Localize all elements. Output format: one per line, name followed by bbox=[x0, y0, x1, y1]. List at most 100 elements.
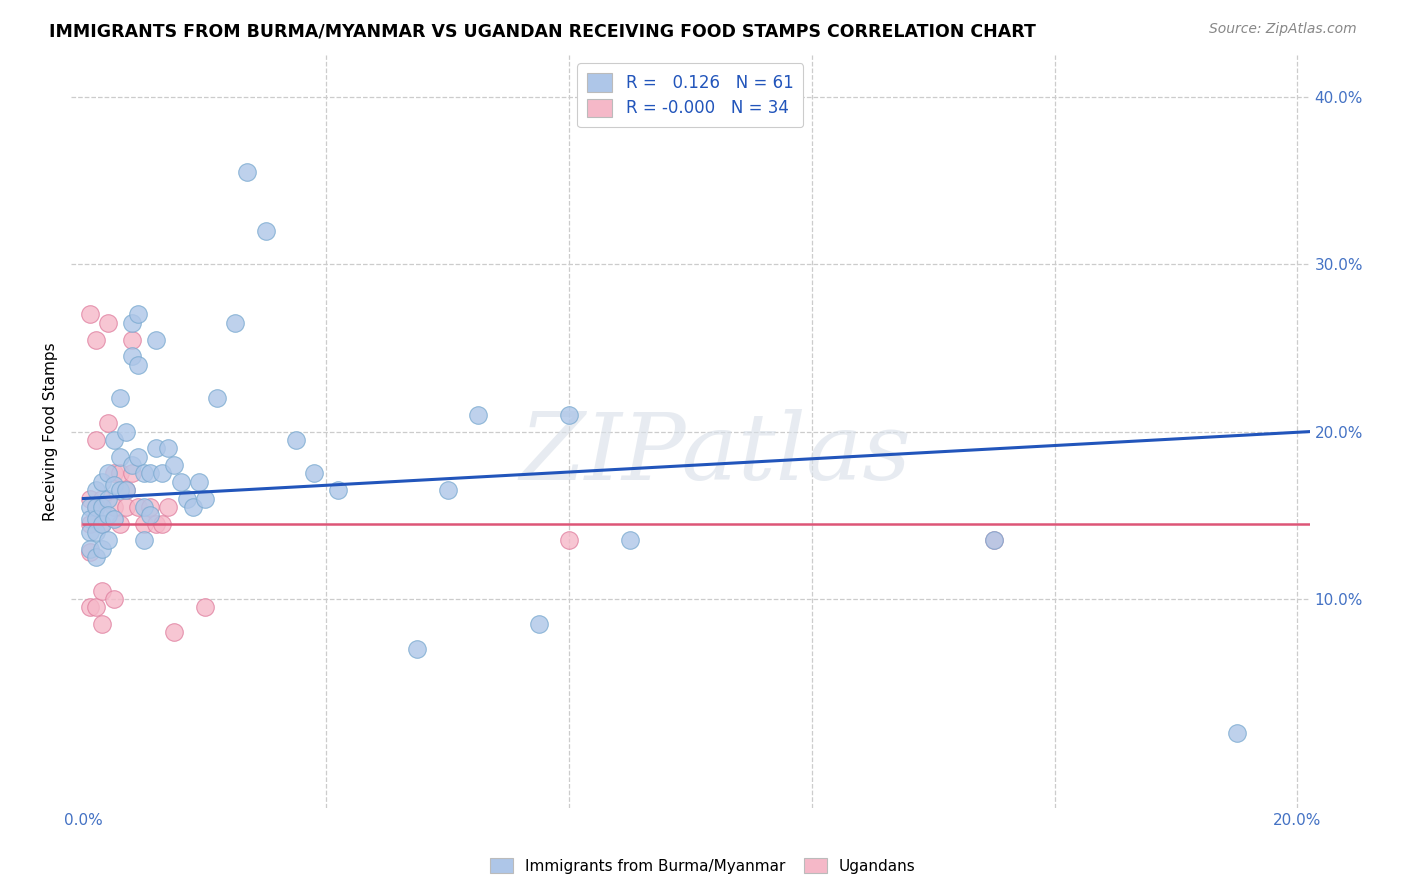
Point bbox=[139, 508, 162, 523]
Point bbox=[121, 467, 143, 481]
Point bbox=[139, 500, 162, 514]
Point bbox=[90, 617, 112, 632]
Point bbox=[134, 467, 156, 481]
Point bbox=[467, 408, 489, 422]
Point bbox=[90, 516, 112, 531]
Point bbox=[103, 478, 125, 492]
Point bbox=[108, 516, 131, 531]
Legend: R =   0.126   N = 61, R = -0.000   N = 34: R = 0.126 N = 61, R = -0.000 N = 34 bbox=[578, 63, 803, 128]
Point bbox=[145, 516, 167, 531]
Point bbox=[115, 483, 138, 498]
Point bbox=[103, 591, 125, 606]
Point bbox=[97, 416, 120, 430]
Point bbox=[90, 516, 112, 531]
Point bbox=[90, 583, 112, 598]
Point bbox=[84, 524, 107, 539]
Point bbox=[115, 425, 138, 439]
Point bbox=[97, 508, 120, 523]
Point bbox=[302, 467, 325, 481]
Point bbox=[79, 308, 101, 322]
Point bbox=[108, 391, 131, 405]
Point bbox=[79, 500, 101, 514]
Point bbox=[79, 541, 101, 556]
Text: Source: ZipAtlas.com: Source: ZipAtlas.com bbox=[1209, 22, 1357, 37]
Point bbox=[163, 458, 186, 472]
Point bbox=[121, 333, 143, 347]
Point bbox=[97, 316, 120, 330]
Point bbox=[79, 524, 101, 539]
Point bbox=[90, 541, 112, 556]
Point bbox=[79, 511, 101, 525]
Point bbox=[115, 483, 138, 498]
Point bbox=[84, 511, 107, 525]
Point bbox=[84, 483, 107, 498]
Point bbox=[127, 500, 149, 514]
Point bbox=[108, 483, 131, 498]
Point bbox=[558, 408, 581, 422]
Point bbox=[134, 500, 156, 514]
Point bbox=[406, 642, 429, 657]
Point bbox=[139, 467, 162, 481]
Point bbox=[127, 358, 149, 372]
Point bbox=[103, 511, 125, 525]
Point bbox=[1226, 726, 1249, 740]
Point bbox=[103, 467, 125, 481]
Point bbox=[134, 533, 156, 548]
Point bbox=[150, 467, 173, 481]
Point bbox=[79, 545, 101, 559]
Point bbox=[121, 316, 143, 330]
Point bbox=[236, 165, 259, 179]
Point bbox=[103, 433, 125, 447]
Point bbox=[181, 500, 204, 514]
Text: ZIPatlas: ZIPatlas bbox=[519, 409, 911, 500]
Point bbox=[84, 500, 107, 514]
Point bbox=[194, 491, 217, 506]
Point bbox=[145, 442, 167, 456]
Point bbox=[187, 475, 209, 489]
Point bbox=[79, 600, 101, 615]
Point bbox=[145, 333, 167, 347]
Point bbox=[97, 533, 120, 548]
Point bbox=[103, 500, 125, 514]
Point bbox=[284, 433, 307, 447]
Point bbox=[619, 533, 641, 548]
Point bbox=[150, 516, 173, 531]
Point bbox=[90, 475, 112, 489]
Point bbox=[163, 625, 186, 640]
Point bbox=[79, 516, 101, 531]
Point bbox=[194, 600, 217, 615]
Point bbox=[97, 467, 120, 481]
Point bbox=[157, 442, 180, 456]
Point bbox=[983, 533, 1005, 548]
Point bbox=[90, 491, 112, 506]
Point bbox=[127, 450, 149, 464]
Point bbox=[157, 500, 180, 514]
Point bbox=[115, 500, 138, 514]
Point bbox=[84, 500, 107, 514]
Point bbox=[79, 491, 101, 506]
Point bbox=[121, 458, 143, 472]
Point bbox=[84, 600, 107, 615]
Point bbox=[169, 475, 191, 489]
Point bbox=[90, 500, 112, 514]
Point bbox=[328, 483, 350, 498]
Point bbox=[176, 491, 198, 506]
Point bbox=[108, 450, 131, 464]
Point bbox=[436, 483, 458, 498]
Point bbox=[254, 224, 277, 238]
Point bbox=[558, 533, 581, 548]
Point bbox=[127, 308, 149, 322]
Point bbox=[108, 467, 131, 481]
Y-axis label: Receiving Food Stamps: Receiving Food Stamps bbox=[44, 343, 58, 521]
Point bbox=[205, 391, 228, 405]
Point bbox=[134, 516, 156, 531]
Point bbox=[121, 349, 143, 363]
Point bbox=[527, 617, 550, 632]
Point bbox=[97, 491, 120, 506]
Text: IMMIGRANTS FROM BURMA/MYANMAR VS UGANDAN RECEIVING FOOD STAMPS CORRELATION CHART: IMMIGRANTS FROM BURMA/MYANMAR VS UGANDAN… bbox=[49, 22, 1036, 40]
Point bbox=[84, 550, 107, 565]
Point bbox=[84, 333, 107, 347]
Legend: Immigrants from Burma/Myanmar, Ugandans: Immigrants from Burma/Myanmar, Ugandans bbox=[484, 852, 922, 880]
Point bbox=[983, 533, 1005, 548]
Point bbox=[84, 433, 107, 447]
